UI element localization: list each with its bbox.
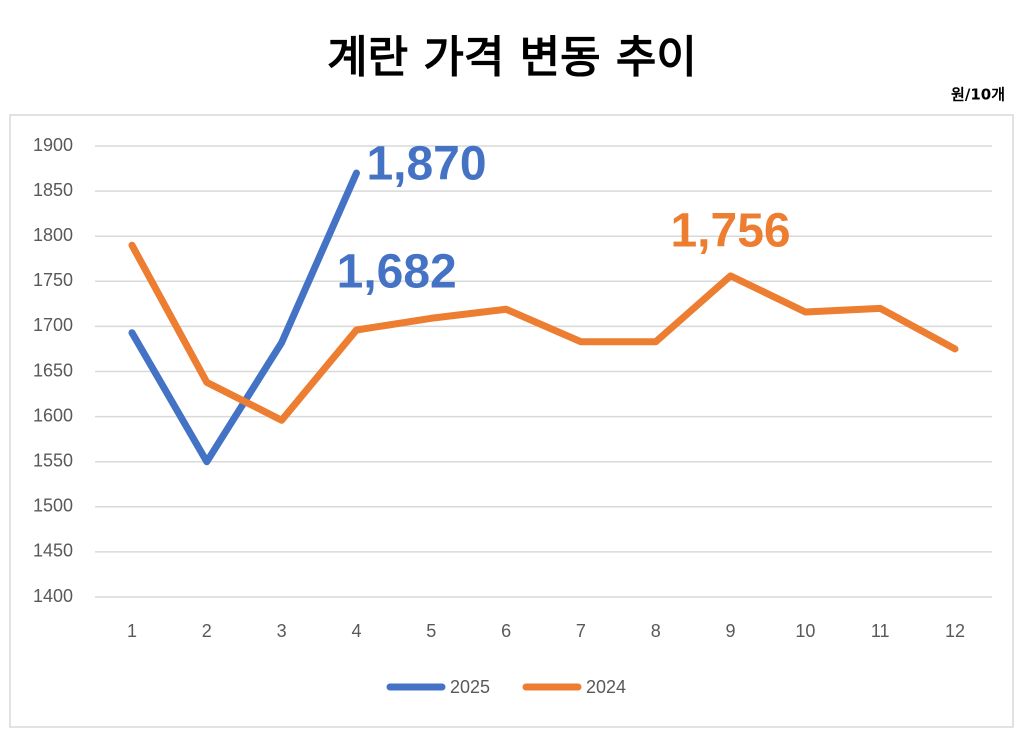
x-tick-label: 4 bbox=[351, 621, 361, 641]
x-tick-label: 6 bbox=[501, 621, 511, 641]
series-line bbox=[128, 241, 959, 424]
y-tick-label: 1850 bbox=[33, 180, 73, 200]
x-tick-label: 5 bbox=[426, 621, 436, 641]
chart-title: 계란 가격 변동 추이 bbox=[327, 32, 697, 83]
series-line bbox=[128, 169, 360, 466]
y-tick-label: 1400 bbox=[33, 586, 73, 606]
y-tick-label: 1650 bbox=[33, 360, 73, 380]
x-tick-label: 3 bbox=[277, 621, 287, 641]
y-tick-label: 1800 bbox=[33, 225, 73, 245]
x-tick-label: 8 bbox=[651, 621, 661, 641]
x-tick-label: 9 bbox=[726, 621, 736, 641]
y-tick-label: 1550 bbox=[33, 450, 73, 470]
data-label: 1,870 bbox=[366, 138, 486, 191]
data-label: 1,682 bbox=[337, 245, 457, 298]
x-tick-label: 11 bbox=[871, 621, 890, 641]
y-tick-label: 1900 bbox=[33, 135, 73, 155]
x-tick-label: 10 bbox=[795, 621, 815, 641]
y-tick-label: 1700 bbox=[33, 315, 73, 335]
y-tick-label: 1600 bbox=[33, 405, 73, 425]
y-tick-label: 1750 bbox=[33, 270, 73, 290]
x-tick-label: 1 bbox=[127, 621, 137, 641]
y-tick-label: 1450 bbox=[33, 541, 73, 561]
legend-label: 2025 bbox=[450, 677, 490, 697]
chart-frame bbox=[9, 114, 1014, 728]
x-tick-label: 12 bbox=[945, 621, 965, 641]
unit-label: 원/10개 bbox=[951, 86, 1005, 104]
x-tick-label: 2 bbox=[202, 621, 212, 641]
x-tick-label: 7 bbox=[576, 621, 586, 641]
y-tick-label: 1500 bbox=[33, 496, 73, 516]
data-label: 1,756 bbox=[670, 205, 790, 258]
legend-label: 2024 bbox=[586, 677, 626, 697]
